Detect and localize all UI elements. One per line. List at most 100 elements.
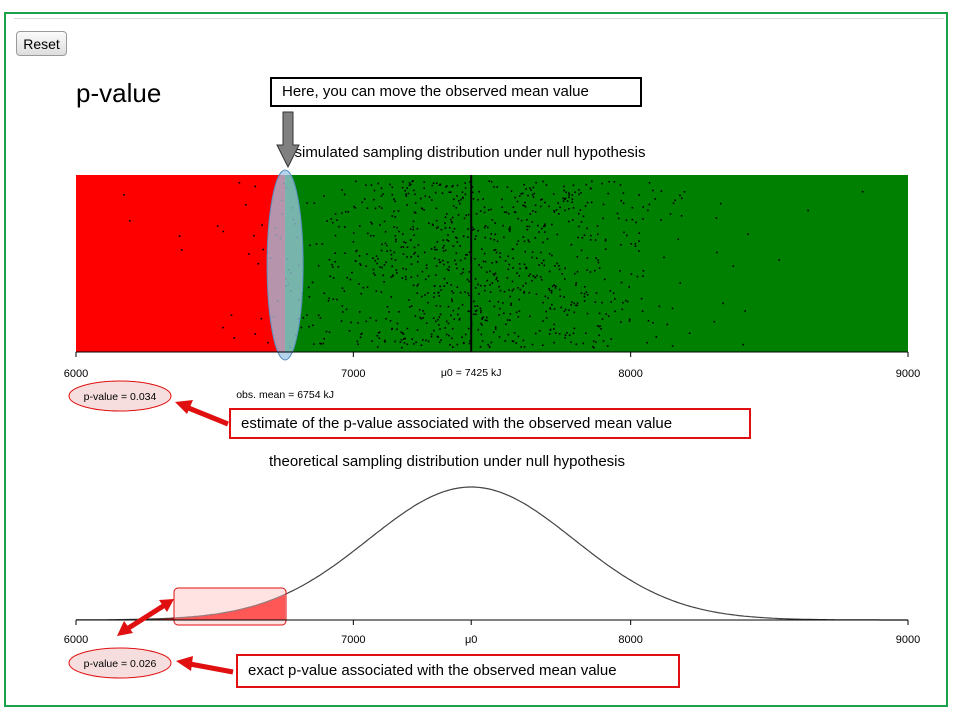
simulated-point bbox=[393, 210, 395, 213]
simulated-point bbox=[660, 190, 663, 192]
simulated-point bbox=[307, 286, 310, 289]
simulated-point bbox=[439, 285, 441, 288]
simulated-point bbox=[332, 277, 335, 279]
simulated-point bbox=[542, 344, 544, 346]
simulated-point bbox=[654, 198, 656, 200]
simulated-point bbox=[531, 279, 533, 282]
simulated-point bbox=[378, 331, 381, 333]
simulated-point bbox=[477, 283, 479, 286]
simulated-point bbox=[541, 262, 543, 264]
simulated-point bbox=[583, 234, 586, 236]
simulated-point bbox=[402, 267, 404, 270]
simulated-point bbox=[634, 245, 637, 247]
simulated-point bbox=[594, 269, 596, 272]
simulated-point bbox=[430, 335, 433, 338]
simulated-point bbox=[416, 329, 419, 331]
simulated-point bbox=[334, 252, 336, 254]
reset-button[interactable]: Reset bbox=[16, 31, 67, 56]
simulated-point bbox=[388, 311, 390, 313]
simulated-point bbox=[493, 238, 496, 241]
simulated-point bbox=[494, 272, 497, 275]
simulated-point bbox=[488, 345, 491, 348]
simulated-point bbox=[519, 288, 522, 291]
simulated-point bbox=[477, 328, 480, 331]
simulated-point bbox=[558, 265, 560, 267]
simulated-point bbox=[253, 234, 255, 237]
simulated-point bbox=[341, 305, 344, 307]
simulated-point bbox=[413, 246, 416, 249]
simulated-point bbox=[381, 207, 383, 209]
simulated-point bbox=[216, 225, 219, 227]
simulated-point bbox=[526, 228, 529, 231]
simulated-point bbox=[531, 343, 534, 346]
simulated-point bbox=[442, 247, 444, 249]
simulated-point bbox=[532, 210, 534, 212]
simulated-point bbox=[342, 311, 344, 313]
simulated-point bbox=[556, 233, 559, 236]
simulated-point bbox=[538, 264, 540, 266]
simulated-point bbox=[512, 288, 515, 290]
simulated-point bbox=[435, 219, 438, 222]
simulated-point bbox=[466, 278, 469, 281]
simulated-point bbox=[405, 193, 407, 195]
simulated-point bbox=[600, 328, 602, 330]
observed-mean-handle[interactable] bbox=[266, 169, 304, 361]
simulated-point bbox=[433, 296, 435, 298]
simulated-point bbox=[590, 187, 592, 190]
simulated-point bbox=[425, 339, 427, 342]
simulated-point bbox=[402, 253, 405, 255]
simulated-point bbox=[548, 333, 551, 335]
simulated-point bbox=[589, 239, 592, 241]
mu0-tick-label: μ0 = 7425 kJ bbox=[441, 367, 502, 379]
simulated-point bbox=[410, 239, 412, 241]
simulated-point bbox=[564, 308, 567, 311]
simulated-point bbox=[742, 343, 744, 346]
simulated-point bbox=[434, 191, 437, 194]
simulated-point bbox=[396, 322, 399, 325]
simulated-point bbox=[478, 264, 480, 266]
simulated-point bbox=[360, 292, 363, 295]
simulated-point bbox=[464, 257, 466, 260]
simulated-point bbox=[534, 237, 537, 239]
simulated-point bbox=[418, 309, 421, 311]
simulated-point bbox=[555, 285, 557, 287]
simulated-point bbox=[512, 267, 514, 269]
simulated-point bbox=[451, 290, 453, 292]
simulated-point bbox=[452, 216, 454, 219]
simulated-point bbox=[604, 248, 607, 250]
simulated-point bbox=[433, 246, 436, 248]
simulated-point bbox=[483, 252, 486, 255]
simulated-point bbox=[564, 278, 566, 280]
simulated-point bbox=[572, 184, 575, 187]
simulated-point bbox=[571, 301, 573, 303]
simulated-point bbox=[358, 255, 361, 257]
simulated-point bbox=[467, 228, 469, 230]
simulated-point bbox=[642, 206, 644, 208]
simulated-point bbox=[568, 334, 571, 337]
simulated-point bbox=[480, 311, 482, 314]
simulated-point bbox=[503, 236, 505, 239]
simulated-point bbox=[406, 256, 408, 258]
simulated-point bbox=[501, 206, 503, 208]
simulated-point bbox=[551, 303, 553, 306]
simulated-point bbox=[457, 214, 460, 216]
simulated-point bbox=[468, 342, 471, 345]
simulated-point bbox=[523, 291, 526, 293]
simulated-point bbox=[634, 243, 637, 245]
simulated-point bbox=[411, 305, 413, 307]
simulated-point bbox=[459, 259, 462, 262]
simulated-point bbox=[396, 328, 398, 331]
simulated-point bbox=[409, 228, 412, 230]
simulated-point bbox=[452, 292, 455, 294]
simulated-point bbox=[416, 274, 419, 277]
simulated-point bbox=[354, 260, 357, 262]
simulated-point bbox=[518, 298, 521, 301]
simulated-point bbox=[377, 332, 380, 334]
simulated-point bbox=[631, 206, 634, 209]
simulated-point bbox=[545, 310, 547, 313]
simulated-point bbox=[494, 222, 496, 224]
simulated-point bbox=[377, 258, 379, 260]
simulated-point bbox=[481, 340, 484, 342]
simulated-point bbox=[245, 203, 247, 206]
simulated-point bbox=[370, 234, 372, 237]
